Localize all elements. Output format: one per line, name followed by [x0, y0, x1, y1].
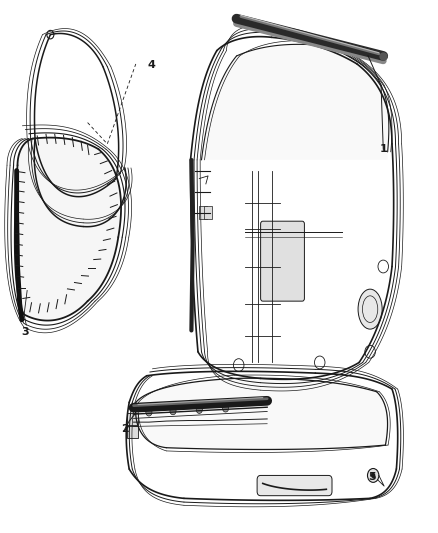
- Circle shape: [367, 469, 379, 482]
- Bar: [127, 413, 138, 425]
- Text: 3: 3: [21, 327, 29, 336]
- Circle shape: [170, 407, 176, 415]
- Bar: [127, 426, 138, 438]
- Text: 5: 5: [368, 472, 376, 482]
- FancyBboxPatch shape: [261, 221, 304, 301]
- Text: 4: 4: [147, 60, 155, 70]
- Polygon shape: [201, 44, 389, 160]
- Polygon shape: [135, 378, 388, 449]
- Circle shape: [223, 405, 229, 412]
- Polygon shape: [15, 138, 121, 320]
- Circle shape: [196, 406, 202, 414]
- Bar: [199, 206, 207, 219]
- Bar: [204, 206, 212, 219]
- Text: 2: 2: [121, 424, 129, 434]
- Ellipse shape: [358, 289, 382, 329]
- FancyBboxPatch shape: [257, 475, 332, 496]
- Text: 1: 1: [379, 144, 387, 154]
- Circle shape: [146, 409, 152, 416]
- Circle shape: [371, 473, 375, 478]
